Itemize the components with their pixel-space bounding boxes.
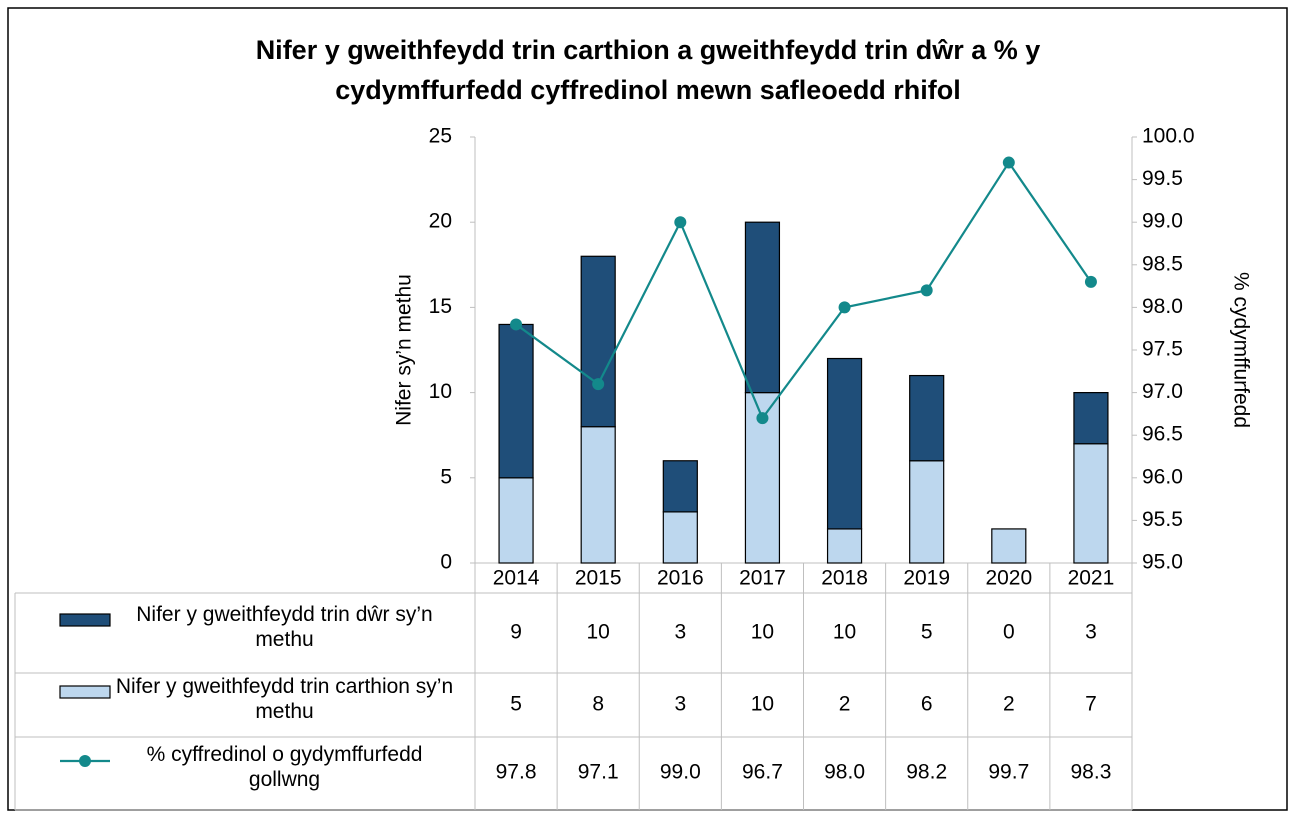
y-tick-label: 15 <box>429 295 452 318</box>
bar <box>1073 443 1109 564</box>
y2-tick-label: 95.5 <box>1142 508 1183 531</box>
table-value: 98.2 <box>906 761 947 784</box>
bar <box>662 460 698 513</box>
chart-title: Nifer y gweithfeydd trin carthion a gwei… <box>255 35 1041 105</box>
x-tick-label: 2016 <box>657 567 704 590</box>
table-value: 6 <box>921 693 933 716</box>
y-tick-label: 20 <box>429 210 452 233</box>
table-value: 3 <box>674 693 686 716</box>
y2-tick-label: 97.0 <box>1142 380 1183 403</box>
table-value: 0 <box>1003 621 1015 644</box>
line-marker <box>920 284 933 297</box>
line-marker <box>838 301 851 314</box>
table-value: 99.0 <box>660 761 701 784</box>
y-tick-label: 0 <box>440 551 452 574</box>
table-value: 2 <box>839 693 851 716</box>
y2-tick-label: 99.5 <box>1142 167 1183 190</box>
bar <box>498 477 534 564</box>
legend-label: Nifer y gweithfeydd trin dŵr sy’n methu <box>136 603 433 651</box>
line-marker <box>756 412 769 425</box>
table-value: 97.1 <box>578 761 619 784</box>
y2-tick-label: 96.5 <box>1142 423 1183 446</box>
bar <box>1073 392 1109 445</box>
y2-tick-label: 98.0 <box>1142 295 1183 318</box>
bar <box>580 255 616 428</box>
table-value: 8 <box>592 693 604 716</box>
table-value: 9 <box>510 621 522 644</box>
x-tick-label: 2021 <box>1068 567 1115 590</box>
bar <box>826 357 863 530</box>
table-value: 10 <box>751 693 774 716</box>
bar <box>909 374 945 462</box>
x-tick-label: 2015 <box>575 567 622 590</box>
table-value: 10 <box>751 621 774 644</box>
y2-tick-label: 96.0 <box>1142 465 1183 488</box>
line-marker <box>592 378 605 391</box>
bar <box>991 528 1027 564</box>
y2-tick-label: 97.5 <box>1142 338 1183 361</box>
bar <box>744 221 781 394</box>
line-marker <box>1084 275 1097 288</box>
table-value: 2 <box>1003 693 1015 716</box>
table-value: 97.8 <box>496 761 537 784</box>
line <box>515 160 1092 421</box>
x-tick-label: 2020 <box>985 567 1032 590</box>
y-tick-label: 5 <box>440 465 452 488</box>
x-tick-label: 2018 <box>821 567 868 590</box>
y-tick-label: 10 <box>429 380 452 403</box>
bar <box>909 460 945 564</box>
y2-tick-label: 95.0 <box>1142 551 1183 574</box>
line-marker <box>674 216 687 229</box>
x-tick-label: 2017 <box>739 567 786 590</box>
bar <box>826 528 863 564</box>
bar <box>498 323 534 479</box>
table-value: 10 <box>833 621 856 644</box>
legend-swatch <box>79 755 91 767</box>
y2-tick-label: 98.5 <box>1142 252 1183 275</box>
table-value: 96.7 <box>742 761 783 784</box>
line-marker <box>1002 156 1015 169</box>
legend-label: Nifer y gweithfeydd trin carthion sy’n m… <box>115 675 454 723</box>
legend-swatch <box>59 613 111 627</box>
table-value: 3 <box>674 621 686 644</box>
table-value: 98.0 <box>824 761 865 784</box>
y2-tick-label: 99.0 <box>1142 210 1183 233</box>
x-tick-label: 2019 <box>903 567 950 590</box>
x-tick-label: 2014 <box>493 567 540 590</box>
bar <box>580 426 616 564</box>
bar <box>662 511 698 564</box>
line-marker <box>510 318 523 331</box>
table-value: 10 <box>587 621 610 644</box>
y-tick-label: 25 <box>429 125 452 148</box>
table-value: 7 <box>1085 693 1097 716</box>
y2-axis-title: % cydymffurfedd <box>1229 272 1252 428</box>
y2-tick-label: 100.0 <box>1142 125 1195 148</box>
table-value: 99.7 <box>988 761 1029 784</box>
table-value: 5 <box>921 621 933 644</box>
y-axis-title: Nifer sy’n methu <box>393 274 416 426</box>
table-value: 3 <box>1085 621 1097 644</box>
table-value: 5 <box>510 693 522 716</box>
bar <box>744 392 781 564</box>
table-value: 98.3 <box>1071 761 1112 784</box>
legend-label: % cyffredinol o gydymffurfedd gollwng <box>146 743 423 791</box>
legend-swatch <box>59 685 111 699</box>
